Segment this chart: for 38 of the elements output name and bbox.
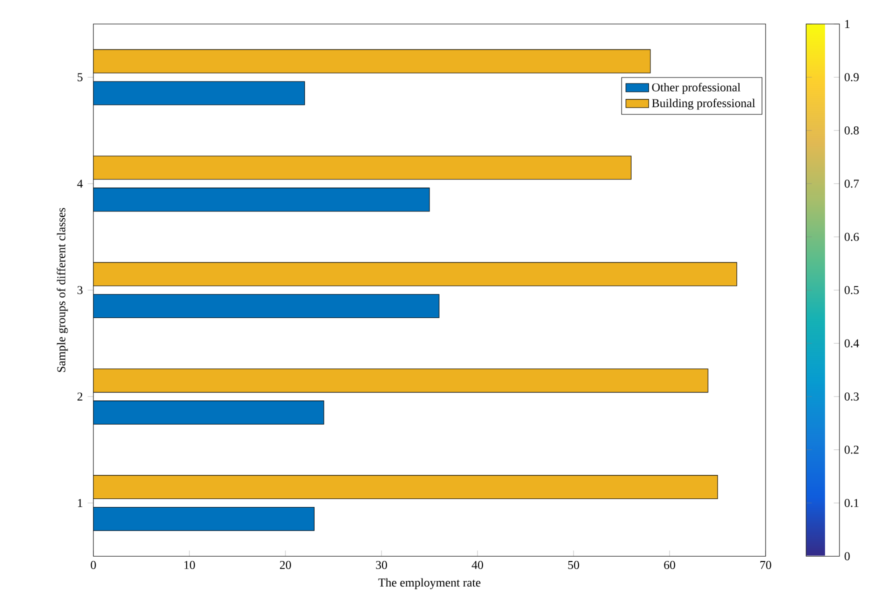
y-tick-label: 3: [78, 286, 83, 294]
y-tick-label: 4: [77, 180, 83, 188]
x-tick-label: 0: [90, 561, 96, 570]
x-tick-label: 10: [184, 561, 195, 570]
color-bar-label: 0.8: [844, 126, 859, 135]
bar: [93, 400, 324, 425]
color-bar-label: 1: [845, 20, 850, 28]
y-tick-label: 1: [78, 499, 82, 508]
y-tick-label: 2: [77, 392, 82, 401]
color-bar-label: 0.4: [844, 339, 860, 348]
x-axis-title: The employment rate: [378, 578, 480, 590]
bar: [93, 156, 632, 180]
legend-label: Building professional: [652, 98, 756, 110]
x-tick-label: 50: [568, 561, 580, 570]
x-tick-label: 60: [664, 561, 676, 570]
color-bar-label: 0.6: [844, 233, 859, 242]
y-tick-label: 5: [78, 73, 83, 82]
bar: [93, 81, 305, 106]
bar: [93, 188, 430, 212]
x-tick-label: 30: [376, 561, 388, 570]
bar: [93, 368, 708, 393]
x-tick-label: 70: [760, 561, 772, 570]
color-bar-label: 0.5: [844, 286, 859, 294]
x-tick-label: 20: [280, 561, 291, 570]
y-axis-title: Sample groups of different classes: [56, 208, 68, 372]
legend-label: Other professional: [652, 83, 740, 94]
bar: [93, 50, 651, 74]
color-bar-label: 0.9: [844, 73, 859, 82]
color-bar-label: 0.3: [844, 392, 859, 401]
bar: [93, 507, 315, 532]
color-bar-label: 0.1: [844, 499, 858, 508]
bar: [93, 294, 440, 318]
x-tick-label: 40: [472, 561, 484, 570]
color-bar-label: 0.7: [844, 180, 859, 188]
bar: [93, 262, 738, 286]
bar: [93, 475, 718, 500]
color-bar-label: 0: [844, 552, 850, 560]
color-bar-label: 0.2: [844, 446, 859, 454]
